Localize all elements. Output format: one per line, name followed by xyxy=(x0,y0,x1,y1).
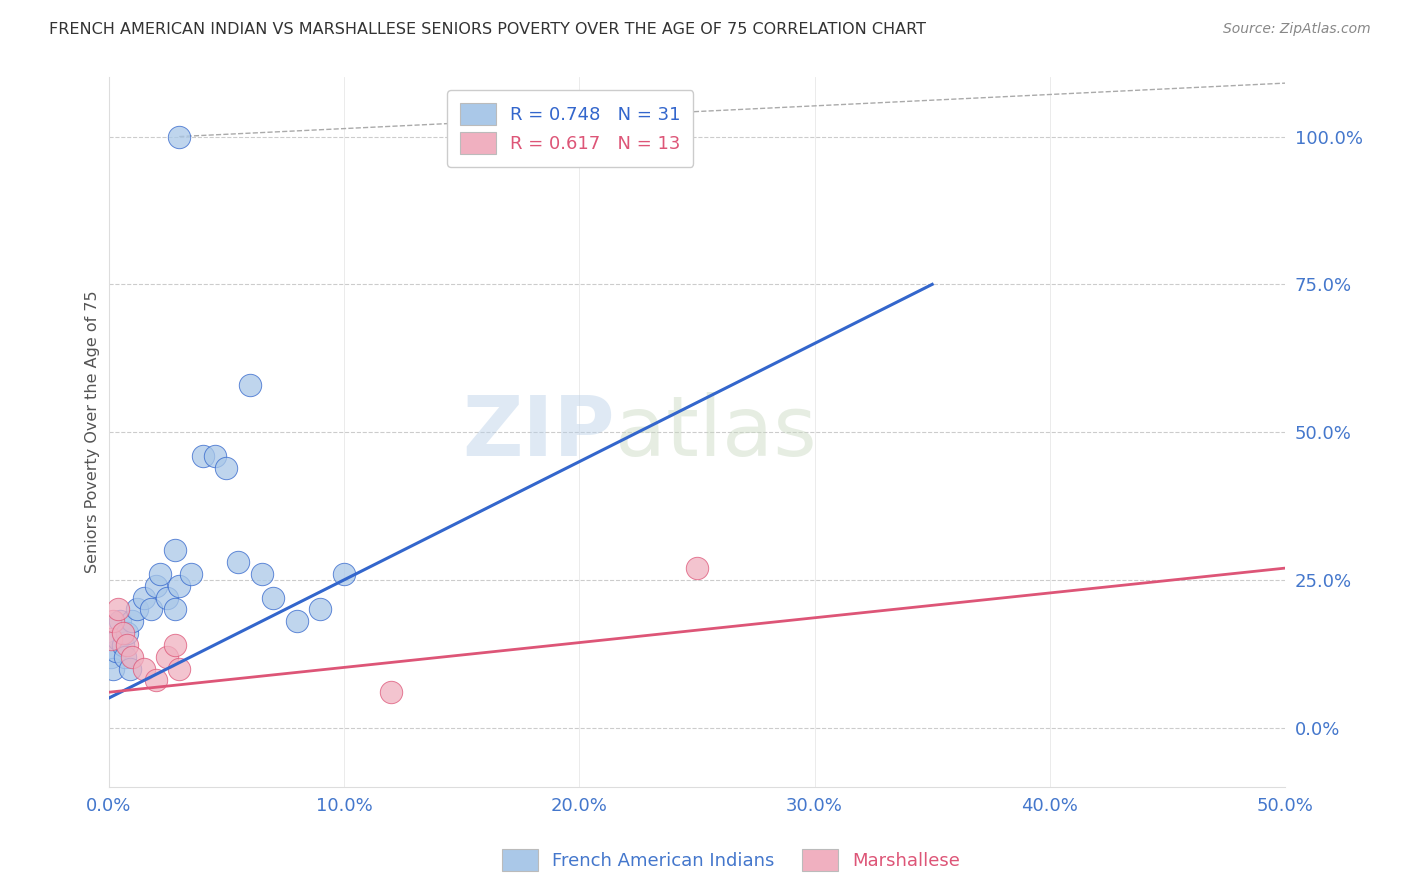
Point xyxy=(167,579,190,593)
Point xyxy=(103,662,125,676)
Point xyxy=(110,615,132,629)
Point xyxy=(262,591,284,605)
Point xyxy=(125,602,148,616)
Point xyxy=(167,129,190,144)
Point xyxy=(139,602,162,616)
Text: FRENCH AMERICAN INDIAN VS MARSHALLESE SENIORS POVERTY OVER THE AGE OF 75 CORRELA: FRENCH AMERICAN INDIAN VS MARSHALLESE SE… xyxy=(49,22,927,37)
Point xyxy=(309,602,332,616)
Point xyxy=(163,638,186,652)
Point xyxy=(167,662,190,676)
Point xyxy=(111,626,134,640)
Text: ZIP: ZIP xyxy=(463,392,614,473)
Point xyxy=(156,649,179,664)
Point xyxy=(156,591,179,605)
Point xyxy=(285,615,308,629)
Point xyxy=(180,567,202,582)
Point xyxy=(239,377,262,392)
Point xyxy=(114,649,136,664)
Point xyxy=(215,460,238,475)
Point xyxy=(117,626,139,640)
Point xyxy=(226,555,249,569)
Point xyxy=(163,602,186,616)
Point xyxy=(145,579,167,593)
Point xyxy=(121,649,143,664)
Point xyxy=(204,449,226,463)
Point xyxy=(104,644,127,658)
Point xyxy=(117,638,139,652)
Point xyxy=(111,638,134,652)
Point xyxy=(132,662,155,676)
Point xyxy=(100,649,122,664)
Point xyxy=(149,567,172,582)
Point xyxy=(145,673,167,688)
Point xyxy=(100,632,122,646)
Point xyxy=(333,567,356,582)
Text: Source: ZipAtlas.com: Source: ZipAtlas.com xyxy=(1223,22,1371,37)
Legend: French American Indians, Marshallese: French American Indians, Marshallese xyxy=(495,842,967,879)
Point xyxy=(103,615,125,629)
Point xyxy=(107,632,129,646)
Point xyxy=(121,615,143,629)
Point xyxy=(118,662,141,676)
Point xyxy=(380,685,402,699)
Point xyxy=(191,449,214,463)
Point xyxy=(250,567,273,582)
Point xyxy=(132,591,155,605)
Y-axis label: Seniors Poverty Over the Age of 75: Seniors Poverty Over the Age of 75 xyxy=(86,291,100,574)
Legend: R = 0.748   N = 31, R = 0.617   N = 13: R = 0.748 N = 31, R = 0.617 N = 13 xyxy=(447,90,693,167)
Point xyxy=(686,561,709,575)
Point xyxy=(107,602,129,616)
Text: atlas: atlas xyxy=(614,392,817,473)
Point xyxy=(163,543,186,558)
